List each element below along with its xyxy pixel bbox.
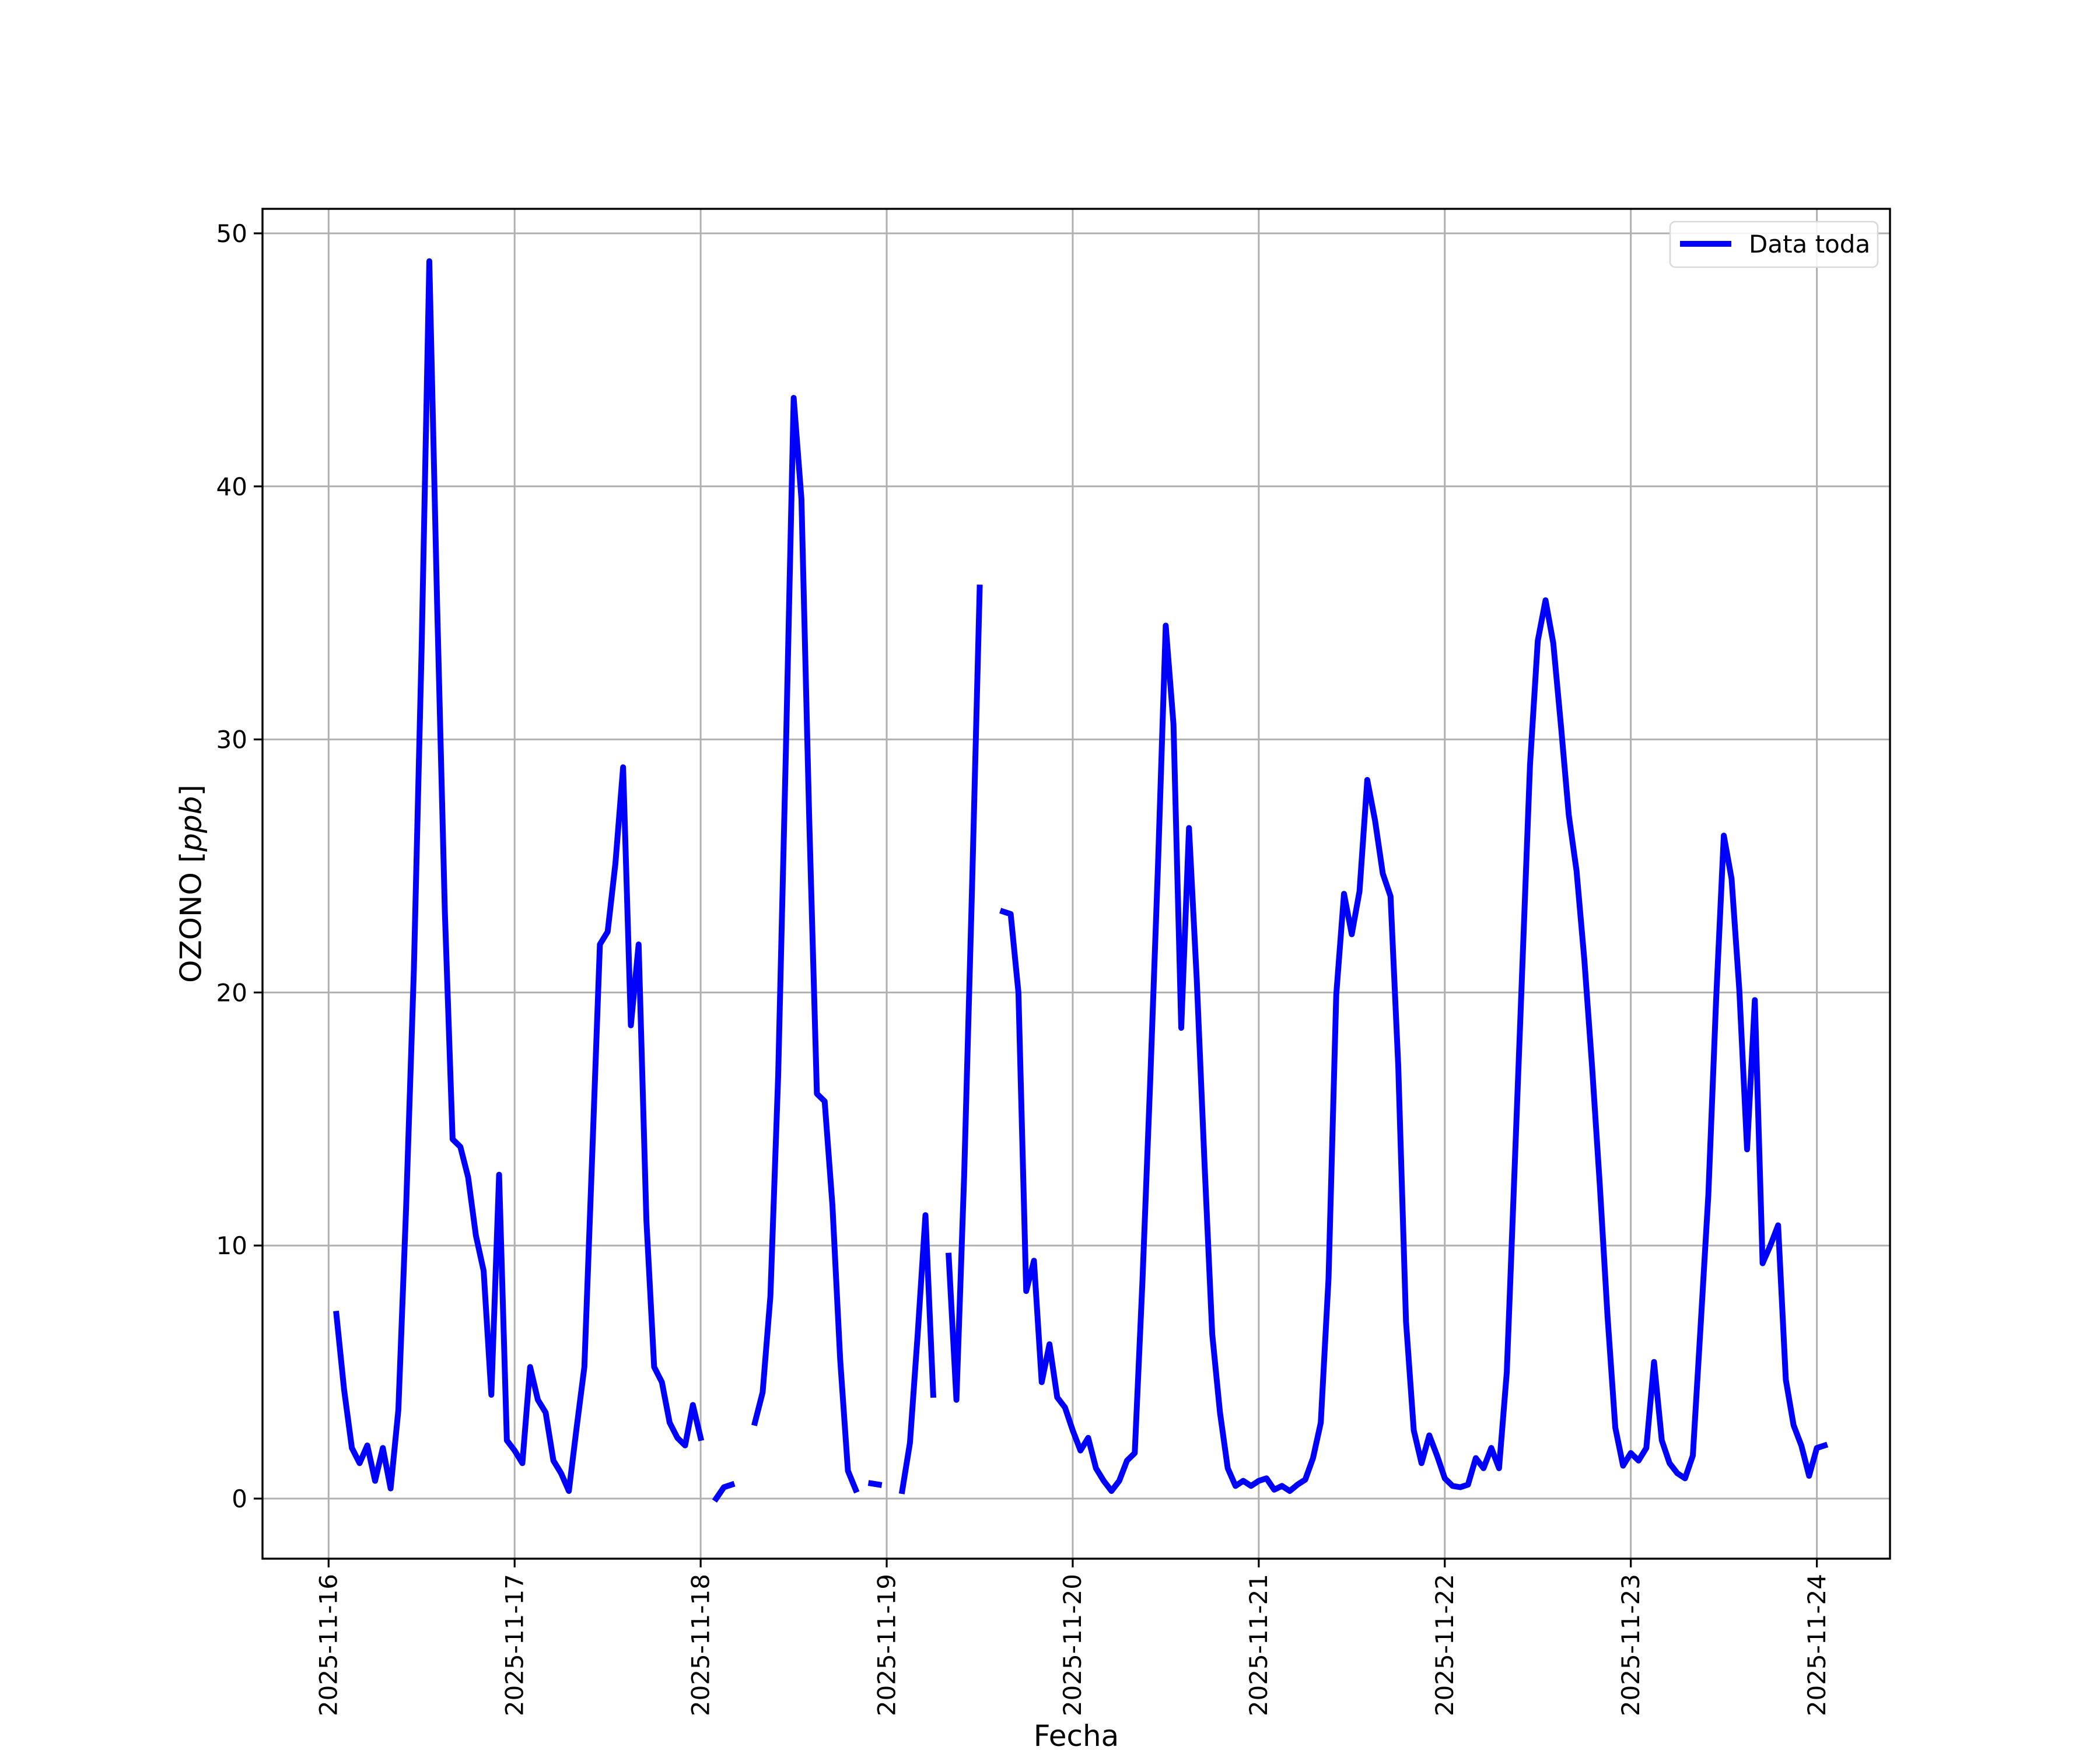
axes-border [261, 208, 1891, 1560]
y-tick-label: 40 [216, 473, 247, 501]
y-tick-label: 30 [216, 726, 247, 754]
gridlines [262, 209, 1890, 1559]
x-tick-label: 2025-11-20 [1058, 1574, 1087, 1716]
y-tick-label: 50 [216, 219, 247, 248]
x-tick-label: 2025-11-18 [686, 1574, 715, 1716]
legend-label: Data toda [1749, 230, 1870, 258]
x-tick-label: 2025-11-23 [1616, 1574, 1645, 1716]
y-tick-label: 20 [216, 978, 247, 1007]
tick-layer: 2025-11-16 2025-11-17 2025-11-18 2025-11-19… [216, 219, 1831, 1716]
data-series-layer [333, 258, 1829, 1503]
x-tick-label: 2025-11-21 [1244, 1574, 1273, 1716]
y-axis-label: OZONO [ppb] [174, 785, 208, 983]
legend: Data toda [1669, 220, 1879, 268]
x-tick-label: 2025-11-19 [872, 1574, 901, 1716]
x-tick-label: 2025-11-24 [1803, 1574, 1831, 1716]
y-tick-label: 10 [216, 1231, 247, 1260]
x-tick-label: 2025-11-17 [500, 1574, 528, 1716]
x-tick-label: 2025-11-22 [1430, 1574, 1459, 1716]
x-tick-label: 2025-11-16 [314, 1574, 343, 1716]
y-tick-label: 0 [232, 1485, 247, 1513]
legend-box [1669, 220, 1879, 268]
x-axis-label: Fecha [1034, 1719, 1119, 1750]
data-line [333, 258, 1829, 1503]
